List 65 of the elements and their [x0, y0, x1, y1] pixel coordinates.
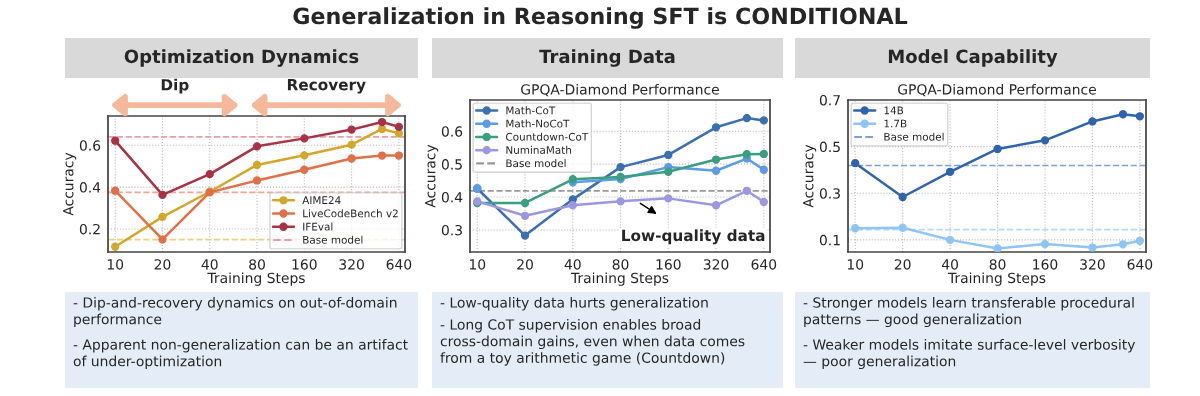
y-tick-label: 0.5 [819, 141, 840, 153]
x-tick-label: 10 [847, 259, 864, 270]
annotation: Low-quality data [622, 229, 765, 245]
chart-title: Model Capability [888, 49, 1058, 67]
legend-label: 1.7B [884, 119, 907, 128]
x-tick-label: 80 [612, 259, 629, 270]
chart-title: Optimization Dynamics [124, 49, 359, 67]
text: Dip [161, 78, 189, 94]
legend-label: NuminaMath [506, 145, 572, 154]
x-tick-label: 320 [1080, 259, 1105, 270]
chart-title: Training Data [539, 49, 675, 67]
text: - Apparent non-generalization can be an artifact of under-optimization [73, 339, 408, 370]
x-tick-label: 20 [517, 259, 533, 270]
y-tick-label: 0.2 [79, 223, 100, 235]
x-tick-label: 320 [339, 259, 364, 270]
x-tick-label: 320 [703, 259, 729, 270]
y-axis-title: Accuracy [63, 152, 77, 216]
chart-subtitle: GPQA-Diamond Performance [521, 83, 719, 97]
x-tick-label: 160 [1033, 259, 1058, 270]
y-axis-title: Accuracy [803, 144, 817, 208]
x-axis-title: Training Steps [570, 272, 669, 286]
x-tick-label: 640 [1127, 259, 1153, 270]
legend-label: IFEval [303, 222, 333, 231]
text: - Dip-and-recovery dynamics on out-of-domain performance [73, 297, 397, 328]
y-tick-label: 0.3 [441, 224, 462, 236]
x-tick-label: 640 [386, 259, 412, 270]
x-tick-label: 40 [201, 259, 218, 270]
text: - Long CoT supervision enables broad cross-domain gains, even when data comes from a toy arithmetic game (Countdown) [440, 319, 745, 366]
y-tick-label: 0.4 [441, 192, 463, 203]
y-axis-title: Accuracy [425, 144, 439, 208]
chart-subtitle: GPQA-Diamond Performance [898, 83, 1096, 97]
x-axis-title: Training Steps [207, 272, 305, 286]
x-tick-label: 160 [292, 259, 317, 270]
x-tick-label: 80 [989, 259, 1006, 270]
text: Recovery [287, 79, 366, 94]
x-tick-label: 20 [154, 259, 171, 270]
x-tick-label: 40 [564, 259, 581, 270]
x-tick-label: 160 [656, 259, 681, 270]
x-axis-title: Training Steps [947, 272, 1046, 286]
text: Generalization in Reasoning SFT is CONDITIONAL [293, 7, 908, 29]
x-tick-label: 20 [894, 259, 911, 270]
y-tick-label: 0.1 [819, 234, 840, 246]
legend-label: Base model [303, 235, 363, 244]
legend-label: 14B [884, 106, 904, 115]
legend-label: Countdown-CoT [506, 132, 589, 141]
x-tick-label: 10 [469, 259, 486, 270]
y-tick-label: 0.4 [79, 182, 101, 193]
y-tick-label: 0.5 [441, 159, 462, 170]
legend-label: Base model [506, 159, 566, 168]
y-tick-label: 0.7 [819, 94, 840, 106]
legend-label: Math-NoCoT [506, 119, 570, 128]
x-tick-label: 40 [941, 259, 959, 270]
legend-label: Base model [884, 132, 944, 141]
x-tick-label: 80 [249, 259, 265, 270]
y-tick-label: 0.6 [441, 126, 463, 137]
y-tick-label: 0.3 [819, 188, 840, 199]
legend-label: LiveCodeBench v2 [303, 209, 398, 218]
y-tick-label: 0.6 [79, 140, 101, 151]
x-tick-label: 640 [751, 259, 777, 270]
text: - Stronger models learn transferable procedural patterns — good generalization [803, 297, 1134, 328]
text: - Weaker models imitate surface-level verbosity — poor generalization [803, 339, 1136, 370]
text: - Low-quality data hurts generalization [440, 297, 708, 311]
x-tick-label: 10 [107, 259, 124, 270]
legend-label: AIME24 [302, 196, 341, 204]
legend-label: Math-CoT [506, 106, 556, 115]
